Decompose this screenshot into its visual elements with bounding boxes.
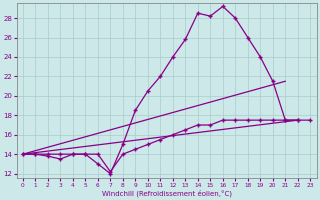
X-axis label: Windchill (Refroidissement éolien,°C): Windchill (Refroidissement éolien,°C)	[101, 189, 232, 197]
